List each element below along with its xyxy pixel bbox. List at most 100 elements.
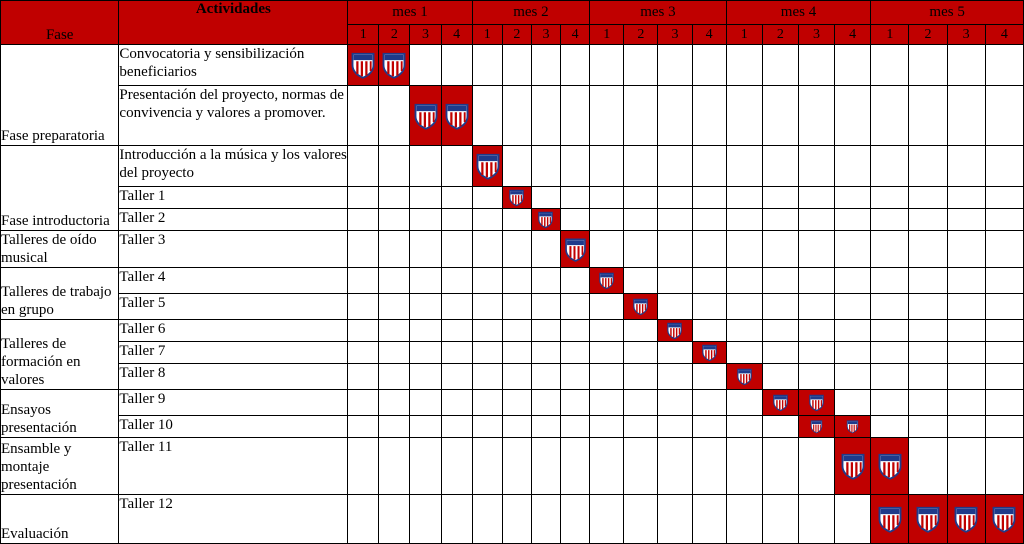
empty-cell (623, 341, 659, 364)
empty-cell (691, 389, 727, 416)
empty-cell (870, 293, 910, 320)
empty-cell (908, 341, 948, 364)
empty-cell (797, 363, 836, 390)
empty-cell (797, 267, 836, 294)
empty-cell (908, 230, 948, 268)
empty-cell (471, 85, 503, 146)
empty-cell (834, 44, 872, 86)
table-row: Ensayos presentación Taller 9 (0, 389, 1024, 438)
empty-cell (530, 437, 562, 495)
empty-cell (908, 208, 948, 231)
table-row: Taller 1 (1, 186, 1024, 209)
empty-cell (589, 415, 625, 438)
header-week-m4-w1: 1 (725, 24, 763, 45)
empty-cell (530, 319, 562, 342)
header-month-5: mes 5 (870, 0, 1024, 25)
empty-cell (797, 437, 836, 495)
empty-cell (834, 267, 872, 294)
phase-label: Fase introductoria (0, 145, 120, 231)
empty-cell (589, 208, 625, 231)
empty-cell (623, 494, 659, 544)
table-row: Taller 2 (1, 208, 1024, 231)
scheduled-cell (797, 415, 836, 438)
scheduled-cell (347, 44, 380, 86)
header-week-m1-w2: 2 (378, 24, 411, 45)
empty-cell (501, 44, 532, 86)
empty-cell (725, 437, 763, 495)
empty-cell (834, 319, 872, 342)
empty-cell (560, 186, 591, 209)
empty-cell (589, 85, 625, 146)
scheduled-cell (870, 437, 910, 495)
empty-cell (378, 341, 411, 364)
empty-cell (347, 319, 380, 342)
empty-cell (725, 389, 763, 416)
empty-cell (471, 389, 503, 416)
empty-cell (530, 230, 562, 268)
empty-cell (870, 267, 910, 294)
phase-label: Ensayos presentación (0, 389, 120, 438)
empty-cell (589, 341, 625, 364)
empty-cell (725, 208, 763, 231)
table-row: Evaluación Taller 12 (0, 494, 1024, 544)
empty-cell (378, 186, 411, 209)
empty-cell (984, 363, 1024, 390)
team-shield-icon (414, 103, 437, 130)
empty-cell (834, 208, 872, 231)
empty-cell (589, 44, 625, 86)
empty-cell (623, 267, 659, 294)
empty-cell (908, 415, 948, 438)
empty-cell (347, 437, 380, 495)
header-week-m2-w2: 2 (501, 24, 532, 45)
activity-label: Presentación del proyecto, normas de con… (118, 85, 349, 146)
header-week-m3-w1: 1 (589, 24, 625, 45)
empty-cell (657, 415, 693, 438)
empty-cell (440, 363, 473, 390)
empty-cell (870, 363, 910, 390)
empty-cell (409, 494, 442, 544)
empty-cell (378, 267, 411, 294)
empty-cell (501, 319, 532, 342)
empty-cell (378, 85, 411, 146)
empty-cell (834, 145, 872, 187)
empty-cell (409, 267, 442, 294)
empty-cell (501, 494, 532, 544)
empty-cell (691, 437, 727, 495)
empty-cell (657, 208, 693, 231)
empty-cell (984, 267, 1024, 294)
empty-cell (623, 389, 659, 416)
empty-cell (440, 230, 473, 268)
empty-cell (501, 208, 532, 231)
team-shield-icon (667, 322, 683, 340)
activity-label: Taller 6 (118, 319, 349, 342)
activity-label: Taller 1 (118, 186, 349, 209)
table-row: Talleres de formación en valores Taller 6 (0, 319, 1024, 390)
empty-cell (797, 186, 836, 209)
team-shield-icon (509, 189, 525, 207)
header-week-m2-w1: 1 (471, 24, 503, 45)
empty-cell (560, 85, 591, 146)
empty-cell (471, 494, 503, 544)
empty-cell (797, 85, 836, 146)
empty-cell (347, 267, 380, 294)
empty-cell (946, 145, 986, 187)
scheduled-cell (834, 415, 872, 438)
empty-cell (623, 415, 659, 438)
empty-cell (501, 230, 532, 268)
header-week-m4-w4: 4 (834, 24, 872, 45)
empty-cell (589, 145, 625, 187)
empty-cell (501, 293, 532, 320)
empty-cell (471, 267, 503, 294)
empty-cell (347, 363, 380, 390)
activity-label: Taller 2 (118, 208, 349, 231)
empty-cell (560, 341, 591, 364)
empty-cell (761, 85, 799, 146)
empty-cell (440, 341, 473, 364)
empty-cell (530, 293, 562, 320)
activity-label: Taller 12 (118, 494, 349, 544)
empty-cell (946, 230, 986, 268)
team-shield-icon (633, 298, 649, 316)
empty-cell (530, 267, 562, 294)
team-shield-icon (599, 272, 614, 290)
empty-cell (908, 293, 948, 320)
